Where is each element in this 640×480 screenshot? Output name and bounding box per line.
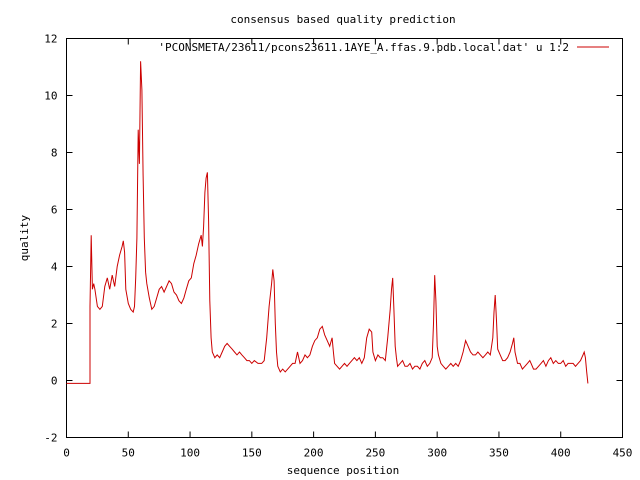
y-tick-label: 8 [51, 147, 58, 160]
chart-title: consensus based quality prediction [230, 13, 455, 26]
plot-frame [66, 38, 623, 438]
series-line [66, 61, 589, 384]
y-tick-label: 10 [44, 90, 57, 103]
x-tick-label: 450 [613, 447, 633, 460]
y-tick-label: 2 [51, 318, 58, 331]
y-tick-label: 0 [51, 375, 58, 388]
y-axis: -2 0 2 4 6 8 10 12 [44, 33, 623, 445]
y-tick-label: -2 [44, 432, 57, 445]
x-axis: 0 50 100 150 200 250 300 350 400 450 [63, 38, 633, 460]
x-tick-label: 250 [365, 447, 385, 460]
legend-label: 'PCONSMETA/23611/pcons23611.1AYE_A.ffas.… [158, 41, 569, 54]
y-tick-label: 12 [44, 33, 57, 46]
x-tick-label: 150 [242, 447, 262, 460]
x-tick-label: 350 [489, 447, 509, 460]
legend: 'PCONSMETA/23611/pcons23611.1AYE_A.ffas.… [158, 41, 609, 54]
x-tick-label: 400 [551, 447, 571, 460]
x-tick-label: 50 [122, 447, 135, 460]
y-tick-label: 6 [51, 204, 58, 217]
x-tick-label: 200 [304, 447, 324, 460]
x-axis-label: sequence position [287, 464, 400, 477]
x-tick-label: 100 [180, 447, 200, 460]
x-tick-label: 0 [63, 447, 70, 460]
y-tick-label: 4 [51, 261, 58, 274]
y-axis-label: quality [18, 214, 31, 261]
x-tick-label: 300 [427, 447, 447, 460]
